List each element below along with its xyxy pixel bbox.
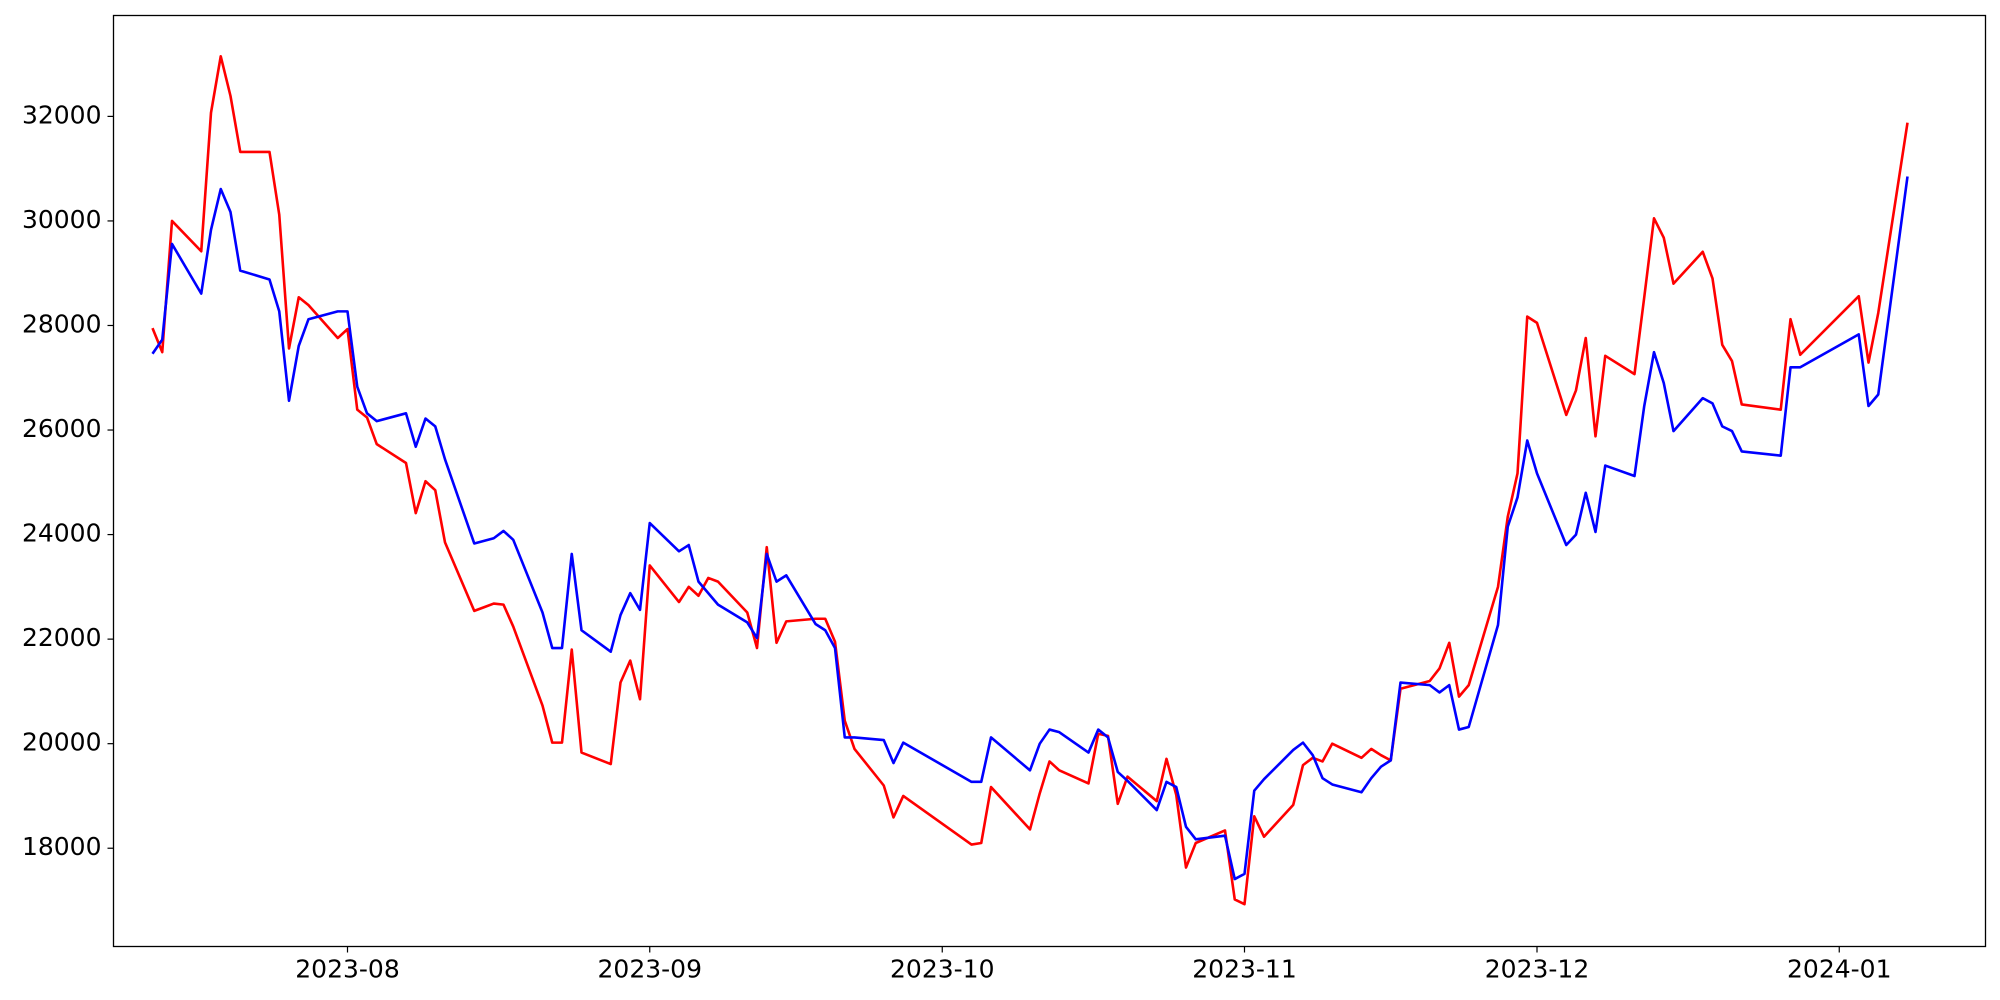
y-tick-label: 18000: [22, 832, 102, 861]
y-tick-label: 24000: [22, 519, 102, 548]
y-tick-label: 20000: [22, 728, 102, 757]
x-tick-label: 2023-09: [598, 955, 702, 984]
y-tick-label: 32000: [22, 100, 102, 129]
data-line: [151, 54, 1909, 906]
y-tick-label: 26000: [22, 414, 102, 443]
y-tick-label: 30000: [22, 205, 102, 234]
x-tick-label: 2024-01: [1787, 955, 1891, 984]
data-line: [151, 176, 1909, 881]
plot-frame: [112, 14, 1987, 948]
x-tick-label: 2023-08: [295, 955, 399, 984]
y-tick-label: 28000: [22, 309, 102, 338]
x-tick-label: 2023-12: [1485, 955, 1589, 984]
x-tick-label: 2023-10: [890, 955, 994, 984]
x-tick-label: 2023-11: [1192, 955, 1296, 984]
y-tick-label: 22000: [22, 623, 102, 652]
